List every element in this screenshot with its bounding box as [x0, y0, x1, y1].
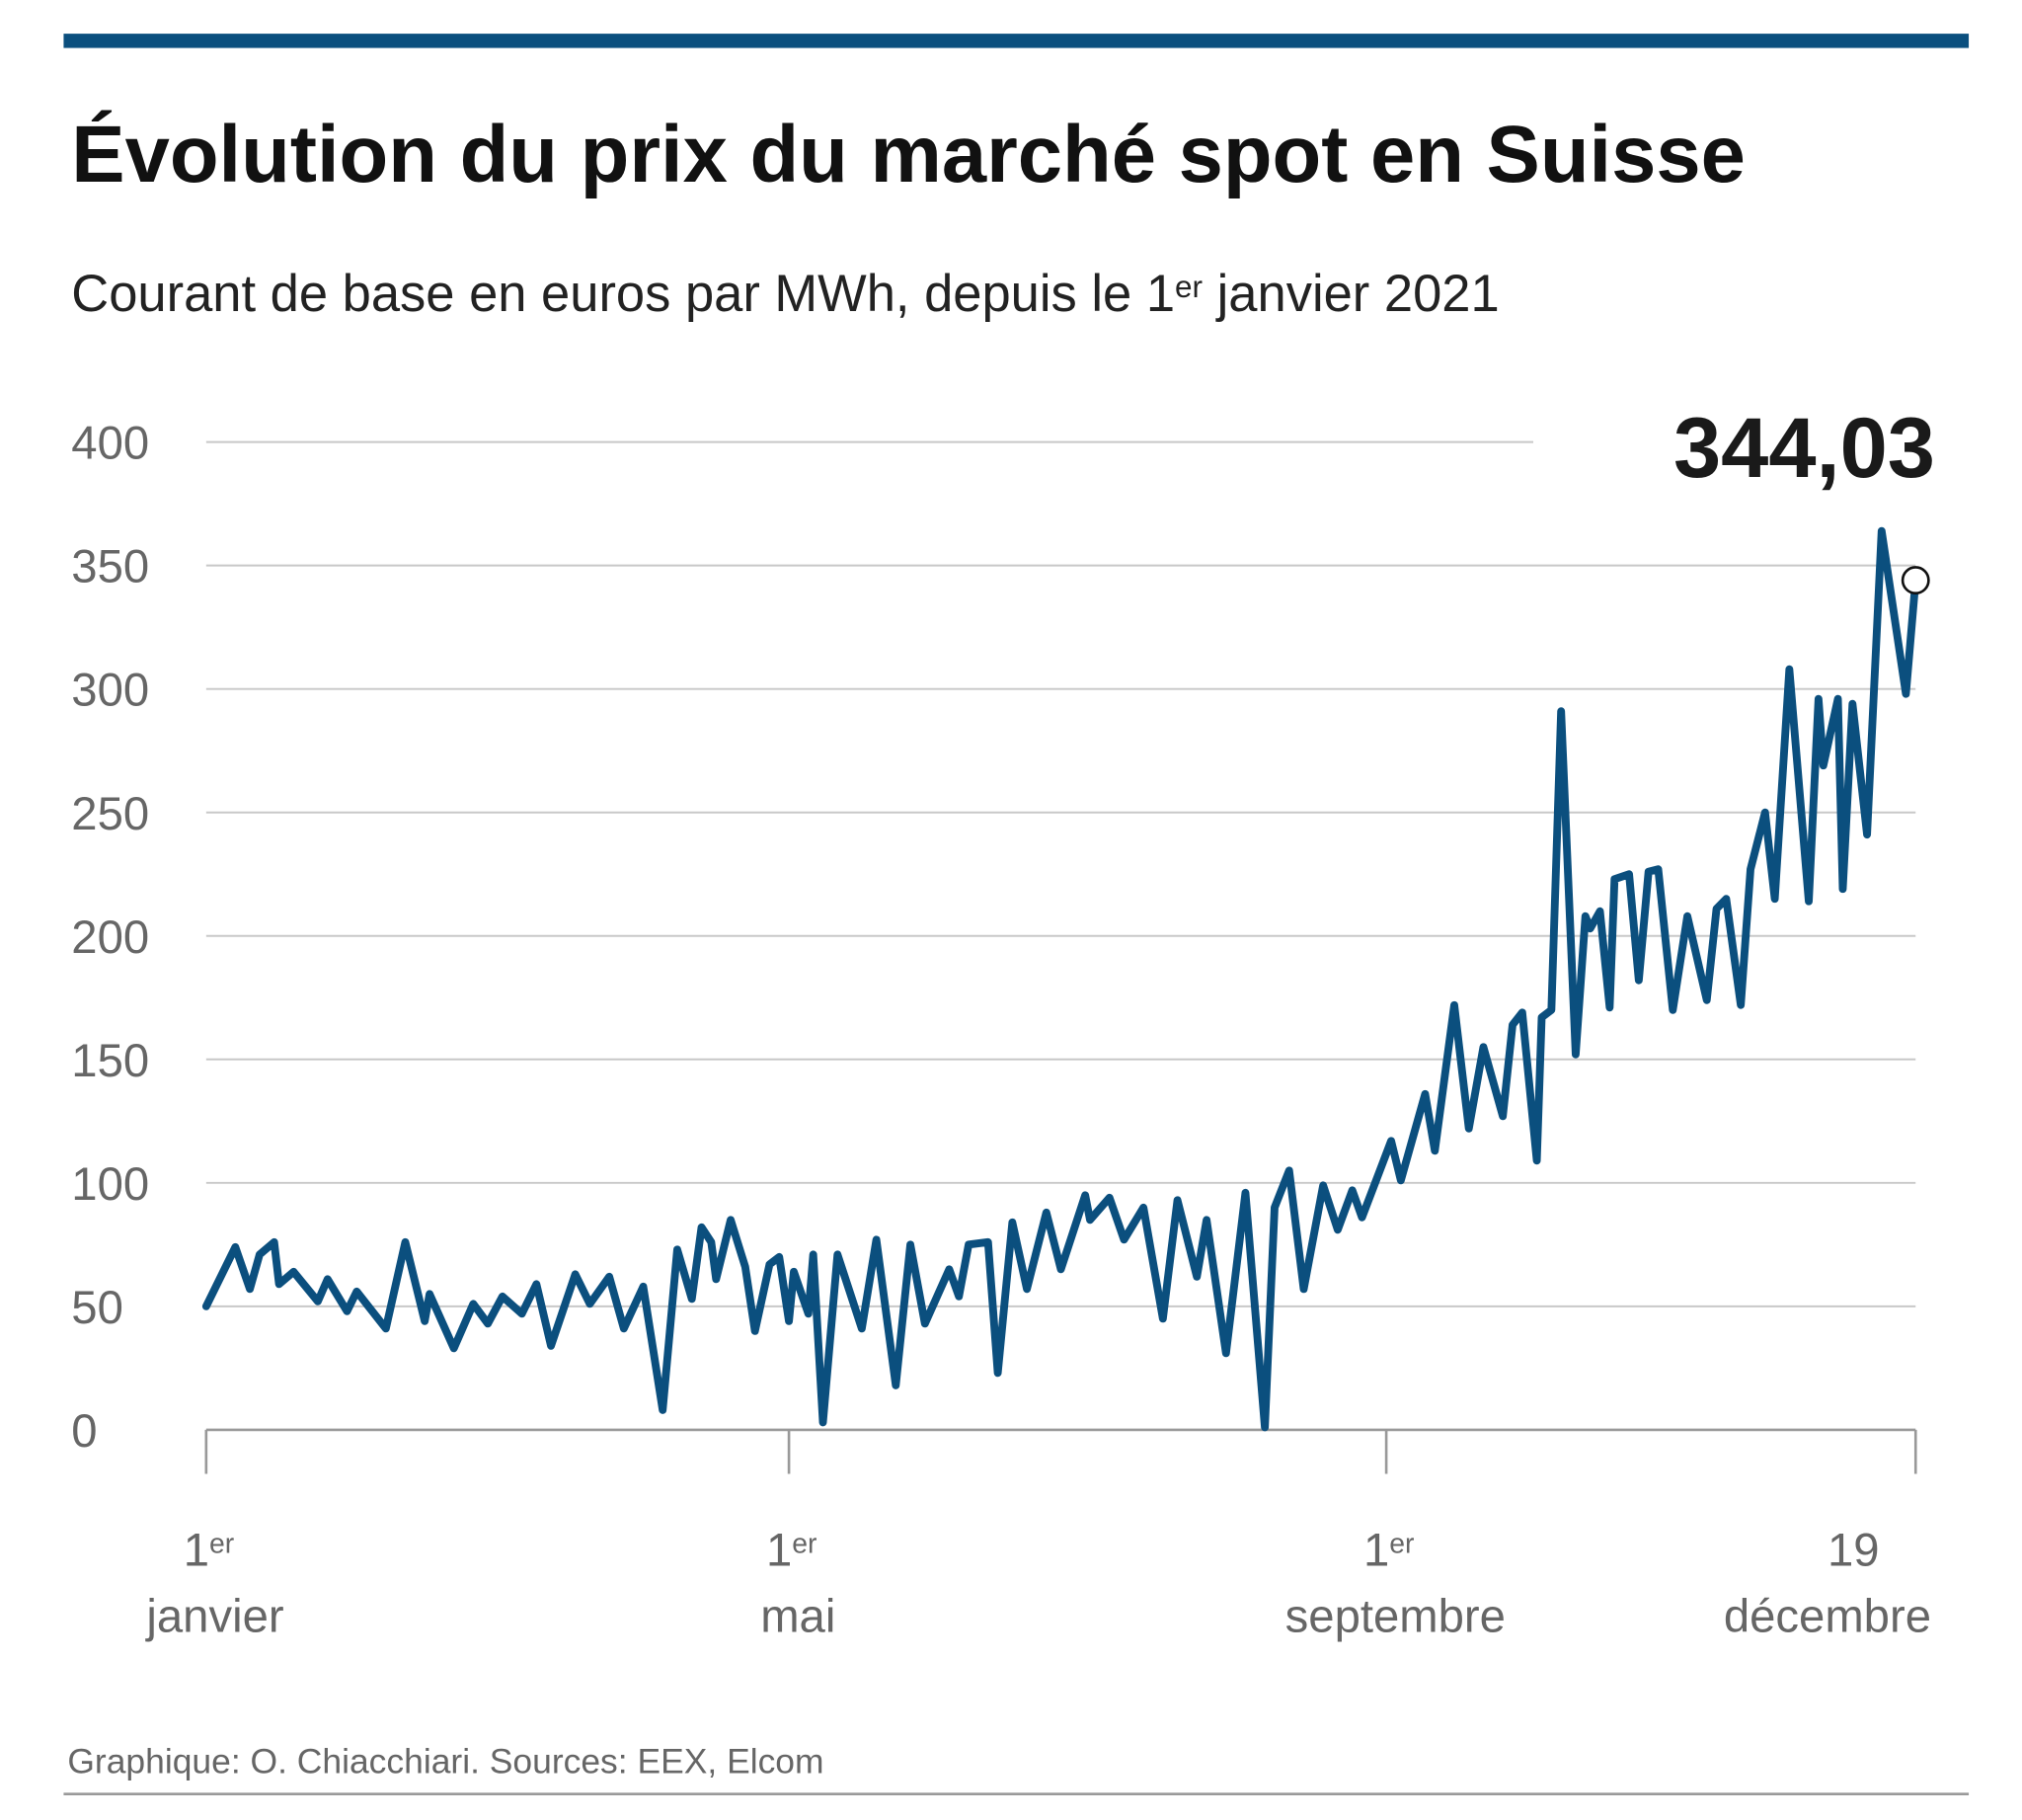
chart-title: Évolution du prix du marché spot en Suis…	[71, 110, 1746, 199]
y-tick-label: 0	[71, 1405, 97, 1458]
y-tick-label: 400	[71, 418, 149, 470]
y-tick-label: 300	[71, 665, 149, 717]
y-tick-label: 50	[71, 1282, 123, 1334]
y-tick-label: 350	[71, 541, 149, 593]
top-bar	[63, 34, 1970, 48]
line	[201, 526, 1920, 1432]
x-tick-label: 1er septembre	[1273, 1525, 1506, 1643]
x-tick-label: 1er mai	[747, 1525, 835, 1643]
source: Graphique: O. Chiacchiari. Sources: EEX,…	[67, 1742, 823, 1781]
x-tick-label: 19 décembre	[1711, 1525, 1931, 1643]
value-label: 344,03	[1673, 401, 1935, 496]
x-tick-label: 1er janvier	[133, 1525, 283, 1643]
y-tick-label: 100	[71, 1158, 149, 1211]
y-tick-label: 200	[71, 911, 149, 964]
chart-subtitle: Courant de base en euros par MWh, depuis…	[71, 265, 1499, 323]
y-tick-label: 250	[71, 788, 149, 840]
y-tick-label: 150	[71, 1035, 149, 1087]
end-point	[1901, 566, 1930, 595]
